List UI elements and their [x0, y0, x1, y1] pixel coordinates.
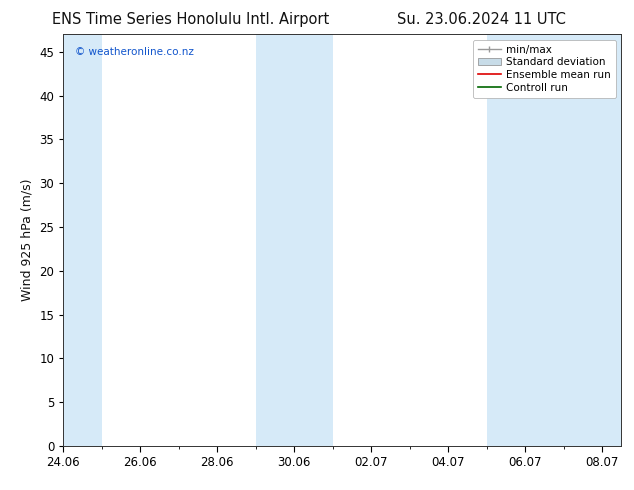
Bar — [63, 34, 102, 446]
Bar — [487, 34, 634, 446]
Text: © weatheronline.co.nz: © weatheronline.co.nz — [75, 47, 193, 57]
Legend: min/max, Standard deviation, Ensemble mean run, Controll run: min/max, Standard deviation, Ensemble me… — [473, 40, 616, 98]
Y-axis label: Wind 925 hPa (m/s): Wind 925 hPa (m/s) — [21, 179, 34, 301]
Bar — [256, 34, 333, 446]
Text: ENS Time Series Honolulu Intl. Airport: ENS Time Series Honolulu Intl. Airport — [51, 12, 329, 27]
Text: Su. 23.06.2024 11 UTC: Su. 23.06.2024 11 UTC — [398, 12, 566, 27]
